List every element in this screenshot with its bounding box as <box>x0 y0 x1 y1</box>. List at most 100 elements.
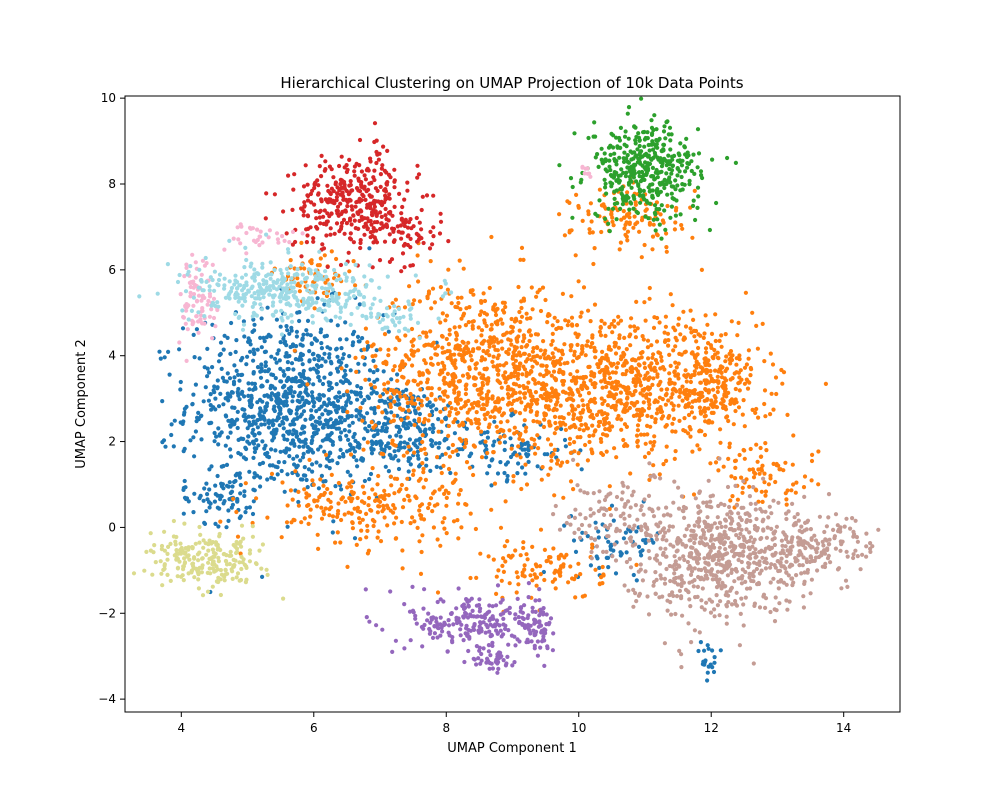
data-point <box>508 436 513 441</box>
data-point <box>446 423 451 429</box>
data-point <box>236 393 241 398</box>
data-point <box>301 403 306 408</box>
data-point <box>664 171 669 176</box>
data-point <box>435 344 440 349</box>
data-point <box>292 172 297 177</box>
data-point <box>460 603 465 609</box>
data-point <box>418 447 424 452</box>
data-point <box>606 565 611 570</box>
data-point <box>327 164 332 169</box>
data-point <box>343 209 348 214</box>
data-point <box>655 407 660 412</box>
data-point <box>663 324 669 329</box>
data-point <box>687 178 692 183</box>
data-point <box>636 131 641 136</box>
data-point <box>230 390 235 395</box>
data-point <box>412 418 417 423</box>
data-point <box>238 452 243 457</box>
data-point <box>723 388 728 394</box>
data-point <box>675 166 680 171</box>
data-point <box>425 296 430 301</box>
data-point <box>326 397 331 402</box>
data-point <box>670 429 675 434</box>
data-point <box>698 411 704 416</box>
data-point <box>695 165 700 170</box>
data-point <box>569 396 574 401</box>
data-point <box>683 152 688 157</box>
data-point <box>518 605 524 610</box>
data-point <box>605 403 611 408</box>
data-point <box>674 365 679 370</box>
data-point <box>235 417 240 422</box>
data-point <box>768 351 773 356</box>
data-point <box>412 349 417 354</box>
data-point <box>665 192 670 197</box>
data-point <box>400 407 405 412</box>
data-point <box>365 551 370 556</box>
data-point <box>367 368 373 373</box>
data-point <box>402 646 407 651</box>
data-point <box>419 549 424 555</box>
data-point <box>370 487 375 492</box>
data-point <box>533 598 538 603</box>
data-point <box>398 434 403 439</box>
data-point <box>656 383 661 388</box>
data-point <box>715 355 721 360</box>
data-point <box>662 156 667 161</box>
data-point <box>436 445 441 450</box>
data-point <box>746 356 751 361</box>
data-point <box>415 525 420 531</box>
data-point <box>678 212 683 217</box>
data-point <box>272 408 277 414</box>
data-point <box>485 610 490 615</box>
data-point <box>480 355 485 360</box>
data-point <box>288 258 293 263</box>
data-point <box>518 257 523 262</box>
data-point <box>416 406 421 411</box>
data-point <box>615 361 621 366</box>
data-point <box>235 425 240 431</box>
data-point <box>368 156 373 161</box>
data-point <box>511 362 516 367</box>
data-point <box>642 300 647 305</box>
data-point <box>357 199 362 204</box>
data-point <box>272 356 278 361</box>
data-point <box>401 375 406 380</box>
data-point <box>534 575 540 580</box>
data-point <box>341 409 346 414</box>
data-point <box>183 485 188 490</box>
data-point <box>265 515 270 520</box>
data-point <box>530 394 535 399</box>
data-point <box>339 220 345 226</box>
data-point <box>413 616 418 621</box>
data-point <box>317 215 322 220</box>
data-point <box>823 381 829 386</box>
data-point <box>317 392 322 397</box>
data-point <box>385 148 390 153</box>
data-point <box>358 240 363 246</box>
data-point <box>607 375 613 381</box>
data-point <box>396 466 402 472</box>
data-point <box>305 198 311 203</box>
data-point <box>665 203 670 209</box>
data-point <box>319 153 324 158</box>
data-point <box>388 404 393 410</box>
data-point <box>502 434 507 439</box>
data-point <box>446 239 451 244</box>
data-point <box>397 442 402 447</box>
data-point <box>192 355 197 360</box>
data-point <box>645 432 650 437</box>
data-point <box>207 487 212 492</box>
data-point <box>705 678 710 683</box>
data-point <box>748 373 753 378</box>
data-point <box>607 158 612 163</box>
data-point <box>398 394 403 399</box>
data-point <box>402 265 407 270</box>
data-point <box>627 334 632 339</box>
data-point <box>364 168 369 173</box>
data-point <box>423 451 428 456</box>
data-point <box>506 347 512 352</box>
data-point <box>402 305 408 310</box>
data-point <box>678 332 683 337</box>
data-point <box>512 425 517 430</box>
